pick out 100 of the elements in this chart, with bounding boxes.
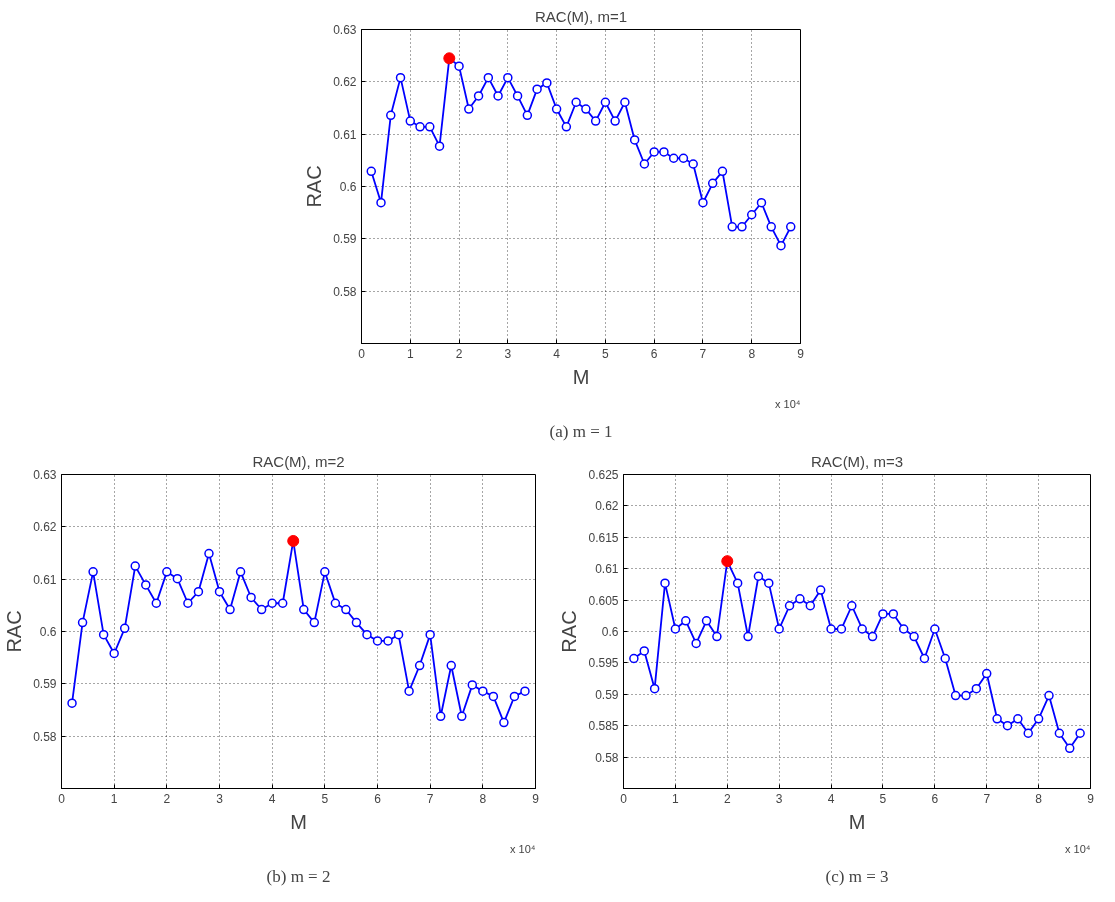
point — [737, 222, 747, 232]
x-tick-label: 9 — [1087, 791, 1095, 806]
point — [784, 601, 795, 611]
x-tick-label: 2 — [163, 791, 171, 806]
point — [909, 631, 919, 642]
x-tick-label: 5 — [321, 791, 329, 806]
text: (b) m = 2 — [266, 866, 331, 886]
x-tick-label: 2 — [455, 346, 463, 361]
y-tick-label: 0.585 — [588, 719, 619, 734]
point — [688, 159, 698, 169]
point — [454, 61, 464, 71]
point — [590, 116, 601, 126]
point — [446, 660, 456, 671]
point — [561, 122, 572, 132]
point — [756, 197, 767, 208]
point — [620, 97, 630, 107]
point — [581, 104, 591, 114]
y-tick-label: 0.615 — [588, 530, 619, 545]
y-tick-label: 0.6 — [601, 625, 619, 639]
x-tick-label: 0 — [620, 791, 628, 806]
x-tick-label: 7 — [699, 346, 707, 361]
point — [457, 711, 467, 722]
point — [639, 159, 650, 169]
point — [610, 116, 620, 126]
point — [109, 648, 119, 659]
y-tick-label: 0.595 — [588, 656, 619, 671]
point — [532, 84, 542, 94]
point — [649, 683, 660, 694]
point — [246, 592, 256, 603]
point — [330, 598, 341, 608]
y-axis-title: RAC — [558, 610, 581, 653]
x-tick-label: 6 — [374, 791, 382, 806]
point — [950, 690, 961, 701]
x-tick-label: 3 — [504, 346, 512, 361]
point — [898, 624, 909, 634]
point — [183, 598, 193, 608]
point — [235, 567, 246, 577]
y-tick-label: 0.6 — [339, 180, 357, 194]
point — [509, 691, 520, 702]
point — [805, 601, 816, 611]
point — [309, 617, 320, 628]
point — [649, 147, 659, 157]
y-tick-label: 0.59 — [333, 232, 357, 247]
point — [867, 631, 878, 642]
point — [503, 72, 513, 83]
point — [660, 578, 670, 588]
x-tick-label: 9 — [532, 791, 540, 806]
text: (a) m = 1 — [549, 421, 613, 441]
point — [826, 624, 836, 634]
point — [857, 624, 867, 634]
point — [1002, 720, 1013, 731]
point — [473, 91, 484, 101]
point — [774, 624, 784, 634]
point — [299, 604, 309, 615]
point — [414, 660, 425, 671]
y-tick-label: 0.62 — [333, 75, 357, 90]
text: (c) m = 3 — [825, 866, 889, 886]
point — [551, 104, 562, 114]
point — [670, 624, 681, 634]
chart-title: RAC(M), m=1 — [534, 7, 628, 25]
point — [919, 653, 930, 664]
y-tick-label: 0.6 — [39, 625, 57, 639]
point — [214, 586, 225, 597]
x-tick-label: 1 — [406, 346, 414, 361]
point — [795, 594, 805, 604]
point — [691, 638, 701, 649]
x-tick-label: 3 — [216, 791, 224, 806]
point — [435, 711, 446, 722]
point — [766, 222, 776, 232]
y-tick-label: 0.58 — [595, 750, 619, 765]
point — [888, 609, 899, 619]
y-tick-label: 0.59 — [33, 677, 57, 692]
point — [776, 240, 786, 251]
point — [193, 586, 204, 597]
point — [415, 122, 425, 132]
x-tick-label: 1 — [110, 791, 118, 806]
point — [425, 122, 435, 132]
point — [404, 686, 414, 696]
point — [362, 629, 372, 640]
x-tick-label: 0 — [358, 346, 366, 361]
text: x 10⁴ — [509, 842, 536, 855]
point — [753, 571, 764, 581]
x-tick-label: 8 — [479, 791, 487, 806]
y-tick-label: 0.59 — [595, 687, 619, 702]
point — [727, 222, 737, 232]
point — [940, 653, 950, 664]
point — [204, 548, 214, 559]
point — [732, 578, 743, 588]
point — [88, 567, 98, 577]
x-tick-label: 6 — [931, 791, 939, 806]
point — [77, 617, 88, 628]
point — [847, 601, 857, 611]
point — [600, 97, 611, 107]
point — [464, 104, 474, 114]
point — [393, 629, 404, 640]
point — [483, 72, 494, 83]
point — [785, 222, 796, 232]
point — [395, 72, 406, 83]
y-tick-label: 0.63 — [33, 468, 57, 482]
point — [1023, 728, 1033, 738]
